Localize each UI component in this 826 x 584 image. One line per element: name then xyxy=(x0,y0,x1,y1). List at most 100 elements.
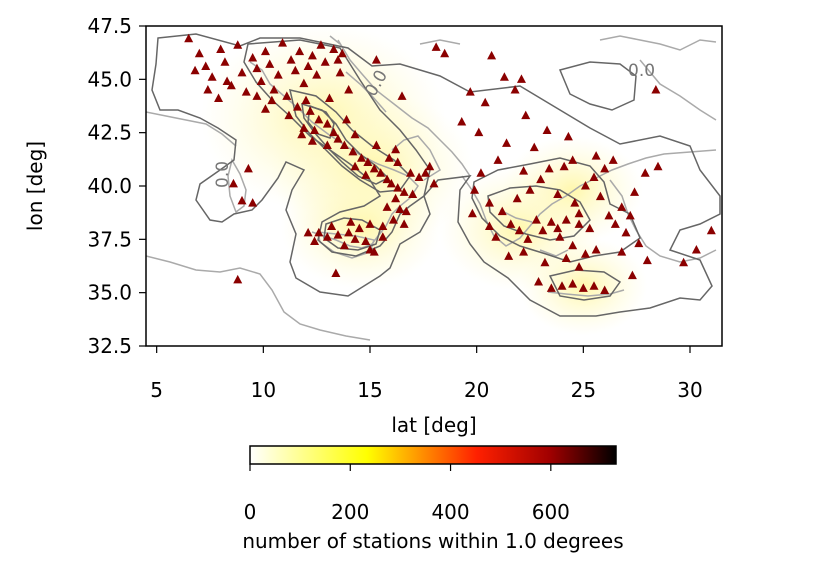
y-tick-label: 40.0 xyxy=(87,174,132,198)
coastline-north xyxy=(146,35,717,147)
contour-4 xyxy=(307,104,335,139)
station-marker xyxy=(297,129,307,139)
contour-sicily xyxy=(323,217,381,251)
station-marker xyxy=(350,234,360,243)
station-marker xyxy=(378,221,388,231)
station-marker xyxy=(512,193,522,203)
station-marker xyxy=(388,215,398,224)
x-tick-label: 5 xyxy=(150,378,163,402)
station-marker xyxy=(706,225,716,235)
station-marker xyxy=(310,236,320,245)
station-marker xyxy=(470,185,480,194)
station-marker xyxy=(521,110,531,120)
contour-label: 0.0 xyxy=(213,161,233,188)
station-marker xyxy=(691,245,701,254)
station-marker xyxy=(286,55,296,64)
station-marker xyxy=(371,55,381,64)
station-marker xyxy=(617,247,627,256)
station-marker xyxy=(393,183,403,192)
station-marker xyxy=(337,48,347,58)
station-marker xyxy=(214,93,224,103)
station-marker xyxy=(252,91,262,100)
station-marker xyxy=(228,178,238,188)
contour-turkey-coast xyxy=(558,61,637,111)
station-marker xyxy=(578,283,588,292)
station-markers xyxy=(184,33,716,295)
station-marker xyxy=(574,262,584,271)
station-marker xyxy=(625,210,635,220)
density-hotspot xyxy=(502,136,643,245)
station-marker xyxy=(333,55,343,64)
station-marker xyxy=(561,215,571,224)
coastlines xyxy=(146,35,717,341)
colorbar-tick-label: 0 xyxy=(244,500,257,524)
station-marker xyxy=(290,65,300,75)
station-marker xyxy=(519,247,529,256)
coastline-turkey xyxy=(609,59,717,263)
x-axis-label: lat [deg] xyxy=(391,413,476,437)
station-marker xyxy=(344,85,354,94)
station-marker xyxy=(487,50,497,60)
station-marker xyxy=(600,285,610,295)
station-marker xyxy=(335,67,345,77)
contour-greece-inner xyxy=(487,185,591,241)
station-marker xyxy=(591,245,601,254)
station-marker xyxy=(610,219,620,228)
station-marker xyxy=(307,50,317,60)
station-marker xyxy=(546,217,556,226)
station-marker xyxy=(382,174,392,184)
station-marker xyxy=(504,251,514,260)
station-marker xyxy=(568,240,578,250)
station-marker xyxy=(354,223,364,233)
station-marker xyxy=(348,146,358,156)
station-marker xyxy=(305,106,315,115)
station-marker xyxy=(273,70,283,79)
station-marker xyxy=(642,255,652,265)
colorbar-label: number of stations within 1.0 degrees xyxy=(242,529,623,553)
station-marker xyxy=(634,238,644,248)
station-marker xyxy=(365,219,375,228)
station-marker xyxy=(226,80,236,90)
station-marker xyxy=(557,281,567,290)
station-marker xyxy=(555,232,565,241)
station-marker xyxy=(184,33,194,43)
station-marker xyxy=(484,198,494,207)
station-marker xyxy=(553,189,563,199)
station-marker xyxy=(420,168,430,177)
coastline-crete xyxy=(547,289,625,297)
station-marker xyxy=(333,230,343,239)
station-marker xyxy=(399,219,409,228)
colorbar-tick-label: 200 xyxy=(331,500,369,524)
station-marker xyxy=(414,172,424,181)
station-marker xyxy=(237,67,247,77)
station-marker xyxy=(376,168,386,177)
station-marker xyxy=(260,46,270,56)
station-marker xyxy=(406,168,416,177)
x-tick-label: 10 xyxy=(251,378,276,402)
station-marker xyxy=(237,195,247,205)
station-marker xyxy=(361,236,371,245)
station-marker xyxy=(267,95,277,105)
station-marker xyxy=(429,178,439,188)
station-marker xyxy=(627,270,637,280)
station-marker xyxy=(516,74,526,83)
station-marker xyxy=(467,208,477,218)
station-marker xyxy=(399,187,409,196)
station-marker xyxy=(640,168,650,177)
y-tick-label: 32.5 xyxy=(87,334,132,358)
station-marker xyxy=(514,225,524,235)
station-marker xyxy=(369,247,379,256)
station-marker xyxy=(207,72,217,81)
station-marker xyxy=(322,119,332,128)
station-marker xyxy=(329,127,339,137)
station-marker xyxy=(425,161,435,171)
station-marker xyxy=(595,191,605,201)
station-marker xyxy=(303,61,313,71)
station-marker xyxy=(408,189,418,199)
station-marker xyxy=(378,232,388,241)
station-marker xyxy=(333,134,343,143)
station-marker xyxy=(679,257,689,267)
density-hotspot xyxy=(280,164,443,289)
colorbar-tick-label: 400 xyxy=(431,500,469,524)
station-marker xyxy=(356,153,366,162)
